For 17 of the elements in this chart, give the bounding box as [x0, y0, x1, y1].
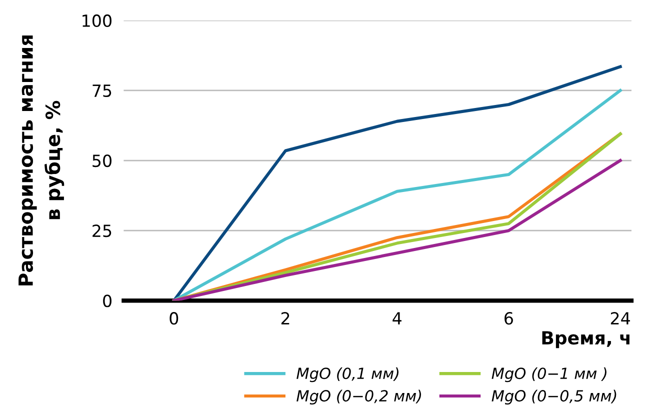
- y-tick-label: 25: [92, 224, 112, 238]
- x-tick-label: 24: [610, 312, 630, 324]
- x-tick-label: 0: [170, 312, 178, 325]
- y-tick-label: 50: [92, 154, 112, 168]
- x-tick-label: 6: [504, 312, 513, 325]
- legend-label: MgO (0−0,2 мм): [296, 390, 421, 405]
- legend-label: MgO (0,1 мм): [296, 367, 398, 382]
- x-tick-label: 4: [392, 312, 402, 324]
- legend-label: MgO (0−0,5 мм): [492, 390, 616, 405]
- y-tick-label: 0: [103, 294, 112, 308]
- legend-label: MgO (0−1 мм ): [492, 367, 606, 382]
- line-series: [172, 159, 622, 301]
- x-tick-label: 2: [281, 312, 290, 324]
- y-tick-label: 75: [92, 84, 112, 98]
- y-tick-label: 100: [82, 14, 112, 28]
- y-axis-title: Растворимость магния в рубце, %: [18, 36, 64, 286]
- x-axis-title: Время, ч: [542, 331, 630, 348]
